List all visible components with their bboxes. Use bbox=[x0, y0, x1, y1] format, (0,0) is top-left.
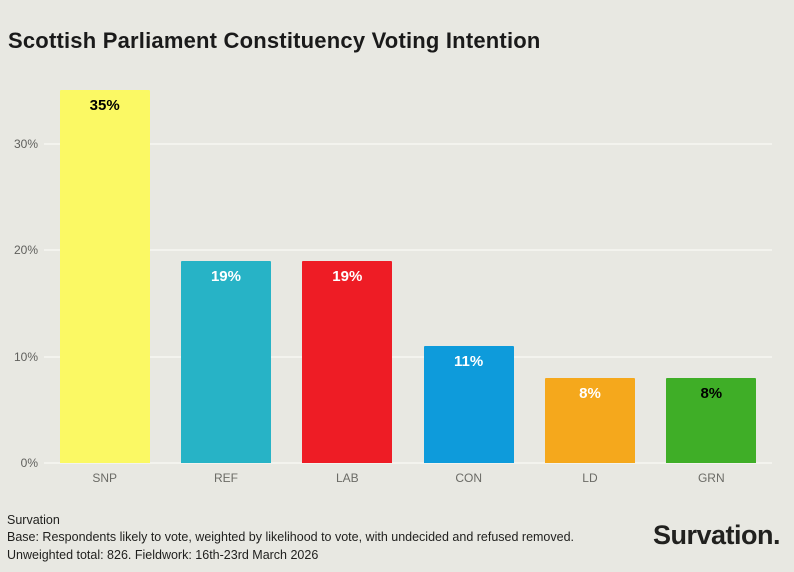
bar-slot-ld: 8% bbox=[529, 85, 650, 463]
value-label-ld: 8% bbox=[579, 384, 601, 402]
value-label-con: 11% bbox=[454, 352, 484, 370]
bar-slot-lab: 19% bbox=[287, 85, 408, 463]
value-label-ref: 19% bbox=[210, 267, 241, 285]
x-tick-label-con: CON bbox=[455, 471, 482, 485]
y-axis: 0% 10% 20% 30% bbox=[0, 85, 44, 470]
bar-con: 11% bbox=[423, 345, 514, 463]
value-label-snp: 35% bbox=[89, 97, 120, 115]
bar-snp: 35% bbox=[59, 90, 150, 463]
value-label-grn: 8% bbox=[700, 384, 723, 402]
bar-slot-con: 11% bbox=[408, 85, 529, 463]
bars-container: 35% 19% 19% 11% 8% 8% bbox=[44, 85, 772, 463]
x-tick-label-grn: GRN bbox=[697, 471, 725, 485]
source-label: Survation bbox=[7, 513, 60, 527]
gridline-30% bbox=[44, 142, 772, 145]
bar-ld: 8% bbox=[545, 377, 635, 463]
gridline-10% bbox=[44, 355, 772, 358]
survation-logo: Survation. bbox=[652, 520, 781, 550]
y-tick-label: 10% bbox=[13, 349, 38, 364]
y-tick-label: 30% bbox=[13, 136, 38, 151]
y-tick-label: 20% bbox=[13, 243, 38, 258]
x-tick-label-lab: LAB bbox=[335, 471, 359, 485]
bar-lab: 19% bbox=[302, 260, 393, 463]
bar-slot-grn: 8% bbox=[651, 85, 772, 463]
y-tick-label: 0% bbox=[20, 456, 38, 470]
footnotes: Survation Base: Respondents likely to vo… bbox=[7, 512, 787, 564]
fieldwork-note: Unweighted total: 826. Fieldwork: 16th-2… bbox=[7, 547, 319, 562]
bar-slot-snp: 35% bbox=[44, 85, 165, 463]
x-tick-label-ld: LD bbox=[582, 471, 598, 485]
bar-chart: 0% 10% 20% 30% 35% 19% 19% 11% 8% 8% SNP REF LAB CO… bbox=[0, 85, 794, 489]
gridline-0% bbox=[44, 462, 772, 464]
x-axis-labels: SNP REF LAB CON LD GRN bbox=[44, 463, 782, 489]
value-label-lab: 19% bbox=[332, 267, 363, 285]
x-tick-label-snp: SNP bbox=[92, 471, 117, 485]
x-tick-label-ref: REF bbox=[213, 471, 238, 485]
bar-slot-ref: 19% bbox=[165, 85, 286, 463]
gridline-20% bbox=[44, 249, 772, 252]
bar-grn: 8% bbox=[666, 377, 757, 463]
plot-area: 35% 19% 19% 11% 8% 8% bbox=[44, 85, 782, 464]
base-note: Base: Respondents likely to vote, weight… bbox=[7, 530, 575, 545]
bar-ref: 19% bbox=[181, 260, 271, 463]
page-title: Scottish Parliament Constituency Voting … bbox=[8, 28, 541, 53]
